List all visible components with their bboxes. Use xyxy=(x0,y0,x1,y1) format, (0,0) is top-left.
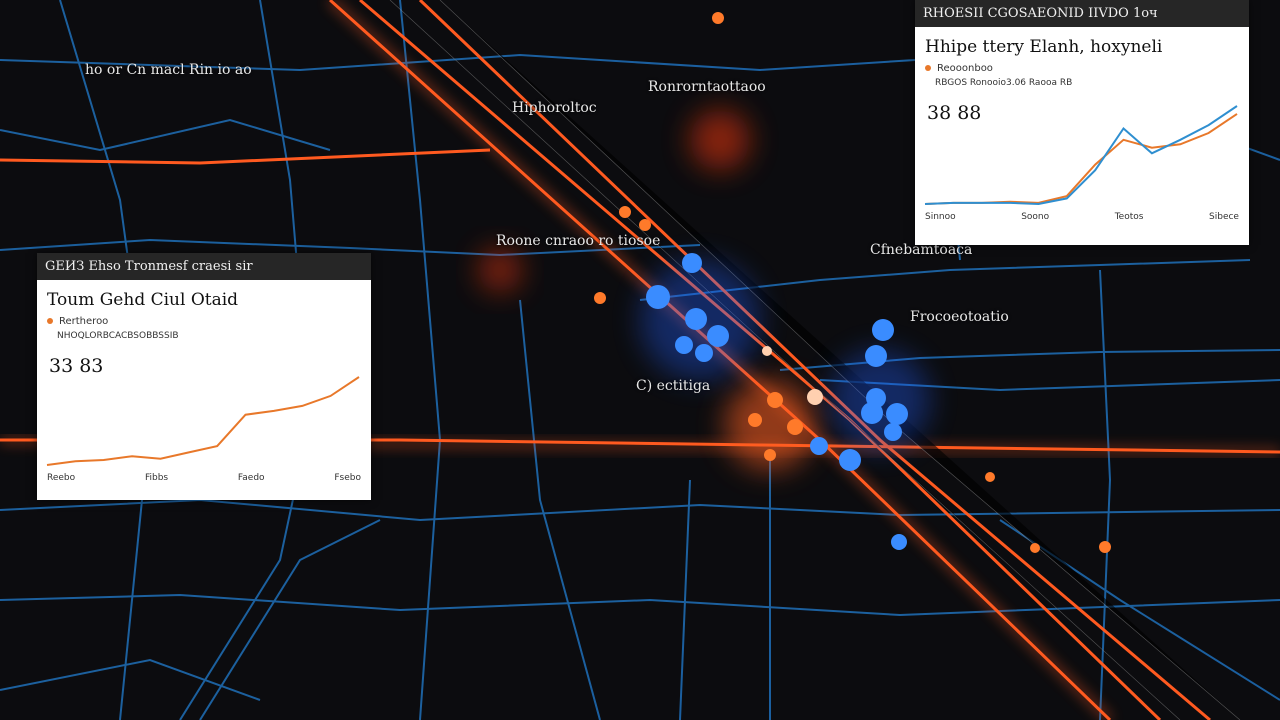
map-label: Cfnebamtoaca xyxy=(870,242,973,258)
legend-dot xyxy=(47,318,53,324)
legend: Rertheroo xyxy=(37,310,371,327)
map-label: Frocoeotoatio xyxy=(910,309,1009,325)
line-chart xyxy=(924,105,1238,206)
legend-text: Reooonboo xyxy=(937,63,993,74)
panel-title: Hhipe ttery Elanh, hoxyneli xyxy=(925,37,1163,57)
subline: RBGOS Ronooio3.06 Raooa RB xyxy=(935,78,1073,88)
series-line xyxy=(924,113,1238,205)
incident-markers xyxy=(594,12,1111,553)
map-label: Hiphoroltoc xyxy=(512,100,597,116)
map-label: ho or Cn macl Rin io ao xyxy=(85,62,252,78)
x-tick-label: Fsebo xyxy=(334,473,361,483)
panel-header: RHOESII CGOSAEONID IIVDO 1оч xyxy=(915,0,1249,27)
x-tick-label: Fibbs xyxy=(144,473,169,483)
x-labels: Reebo Fibbs Faedo Fsebo xyxy=(47,473,361,483)
x-tick-label: Faedo xyxy=(237,473,265,483)
series-line xyxy=(46,376,360,466)
big-number: 38 88 xyxy=(927,102,982,124)
x-labels: Sinnoo Soono Teotos Sibece xyxy=(925,212,1239,222)
x-tick-label: Sinnoo xyxy=(925,212,956,222)
legend-text: Rertheroo xyxy=(59,316,109,327)
map-label: Roone cnraoo ro tiosoe xyxy=(496,233,661,249)
panel-header: GEИЗ Ehso Tronmesf craesi sir xyxy=(37,253,371,280)
legend: Reooonboo xyxy=(915,57,1249,74)
x-tick-label: Reebo xyxy=(47,473,76,483)
legend-dot xyxy=(925,65,931,71)
map-label: Ronrorntaottaoo xyxy=(648,79,766,95)
stats-panel: RHOESII CGOSAEONID IIVDO 1оч Hhipe ttery … xyxy=(915,0,1249,245)
subline: NHOQLORBCACBSOBBSSIB xyxy=(57,331,179,341)
x-tick-label: Teotos xyxy=(1114,212,1144,222)
stats-panel: GEИЗ Ehso Tronmesf craesi sir Toum Gehd C… xyxy=(37,253,371,500)
line-chart xyxy=(46,376,360,466)
x-tick-label: Sibece xyxy=(1209,212,1239,222)
map-label: C) ectitiga xyxy=(636,378,711,394)
series-line xyxy=(924,105,1238,206)
big-number: 33 83 xyxy=(49,355,104,377)
x-tick-label: Soono xyxy=(1021,212,1050,222)
panel-title: Toum Gehd Ciul Otaid xyxy=(47,290,239,310)
